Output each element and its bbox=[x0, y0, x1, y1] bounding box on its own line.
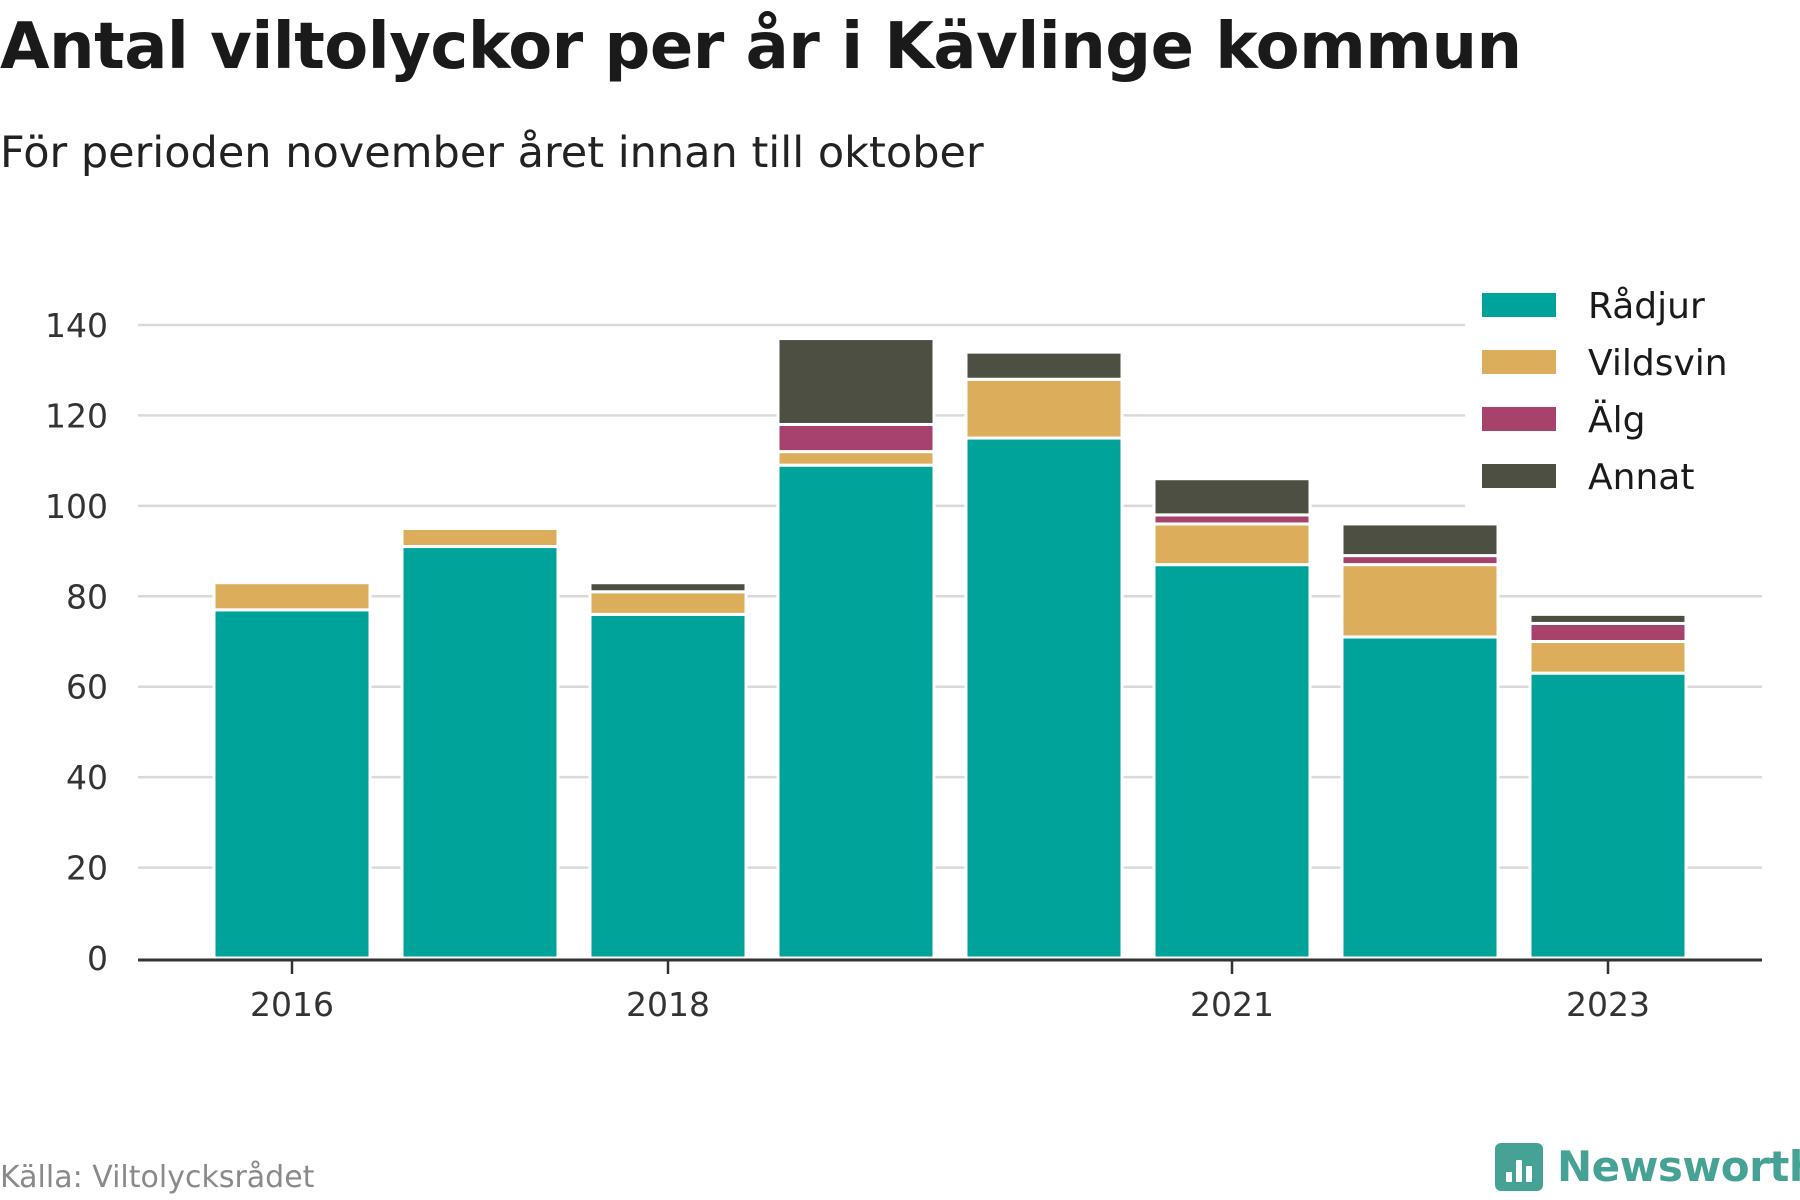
bar-2019-Älg bbox=[776, 422, 936, 454]
y-tick-label-100: 100 bbox=[45, 487, 108, 526]
chart-subtitle: För perioden november året innan till ok… bbox=[0, 128, 984, 178]
bar-2020-Vildsvin bbox=[964, 377, 1124, 440]
y-tick-label-20: 20 bbox=[66, 849, 108, 888]
bar-2020-Annat bbox=[964, 350, 1124, 381]
source-note: Källa: Viltolycksrådet bbox=[0, 1160, 315, 1195]
bar-2021-Vildsvin bbox=[1152, 522, 1312, 567]
chart-title: Antal viltolyckor per år i Kävlinge komm… bbox=[0, 10, 1522, 84]
legend-label-Annat: Annat bbox=[1588, 457, 1694, 498]
y-tick-label-40: 40 bbox=[66, 758, 108, 797]
legend-label-Rådjur: Rådjur bbox=[1588, 286, 1705, 327]
bar-2020-Rådjur bbox=[964, 436, 1124, 960]
y-tick-label-0: 0 bbox=[87, 939, 108, 978]
bar-2022-Annat bbox=[1340, 522, 1500, 558]
x-tick-label-2023: 2023 bbox=[1566, 985, 1650, 1024]
bar-2019-Rådjur bbox=[776, 463, 936, 960]
bar-stack-2020 bbox=[964, 350, 1124, 960]
bar-2016-Vildsvin bbox=[212, 581, 372, 612]
bar-2021-Annat bbox=[1152, 477, 1312, 517]
bar-stack-2016 bbox=[212, 581, 372, 960]
bar-2023-Vildsvin bbox=[1528, 640, 1688, 675]
x-tick-label-2021: 2021 bbox=[1190, 985, 1274, 1024]
bar-2021-Rådjur bbox=[1152, 563, 1312, 960]
bar-stack-2023 bbox=[1528, 612, 1688, 960]
bar-2023-Älg bbox=[1528, 621, 1688, 644]
bar-2017-Rådjur bbox=[400, 545, 560, 960]
bars bbox=[212, 337, 1688, 960]
bar-2018-Vildsvin bbox=[588, 590, 748, 616]
bar-2019-Vildsvin bbox=[776, 450, 936, 467]
bar-2018-Annat bbox=[588, 581, 748, 594]
bar-2022-Rådjur bbox=[1340, 635, 1500, 960]
bar-2017-Vildsvin bbox=[400, 526, 560, 549]
bar-2019-Annat bbox=[776, 337, 936, 426]
x-tick-label-2016: 2016 bbox=[250, 985, 334, 1024]
brand-name: Newsworthy bbox=[1557, 1142, 1800, 1191]
bar-2022-Vildsvin bbox=[1340, 563, 1500, 639]
y-axis-ticks: 0 20 40 60 80 100 120 140 bbox=[45, 306, 108, 978]
legend-swatch-Vildsvin bbox=[1482, 350, 1556, 374]
y-tick-label-60: 60 bbox=[66, 668, 108, 707]
legend-swatch-Rådjur bbox=[1482, 293, 1556, 317]
bar-stack-2019 bbox=[776, 337, 936, 960]
legend-swatch-Älg bbox=[1482, 407, 1556, 431]
bar-2018-Rådjur bbox=[588, 612, 748, 960]
legend-label-Vildsvin: Vildsvin bbox=[1588, 343, 1728, 384]
legend-swatch-Annat bbox=[1482, 464, 1556, 488]
bar-2023-Rådjur bbox=[1528, 671, 1688, 960]
bar-2023-Annat bbox=[1528, 612, 1688, 625]
newsworthy-logo-icon bbox=[1495, 1142, 1543, 1191]
bar-stack-2021 bbox=[1152, 477, 1312, 960]
y-tick-label-120: 120 bbox=[45, 396, 108, 435]
bar-stack-2022 bbox=[1340, 522, 1500, 960]
bar-stack-2017 bbox=[400, 526, 560, 960]
brand-logo: Newsworthy bbox=[1495, 1142, 1800, 1191]
y-tick-label-140: 140 bbox=[45, 306, 108, 345]
bar-stack-2018 bbox=[588, 581, 748, 960]
legend: Rådjur Vildsvin Älg Annat bbox=[1465, 272, 1770, 508]
bar-2016-Rådjur bbox=[212, 608, 372, 960]
y-tick-label-80: 80 bbox=[66, 577, 108, 616]
legend-label-Älg: Älg bbox=[1588, 399, 1645, 441]
x-tick-label-2018: 2018 bbox=[626, 985, 710, 1024]
x-axis: 2016 2018 2021 2023 bbox=[138, 958, 1762, 1024]
